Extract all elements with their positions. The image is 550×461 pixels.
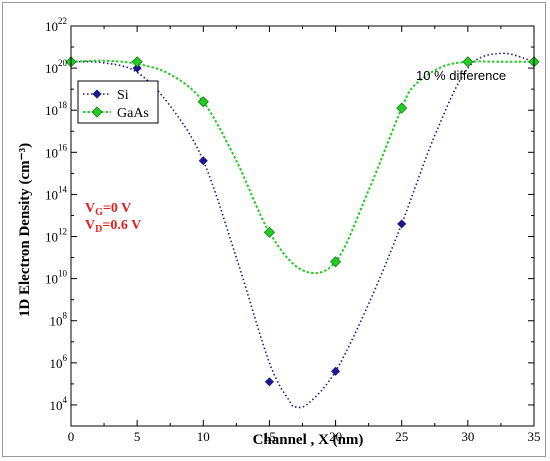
marker-gaas-3 [263,226,275,238]
marker-si-4 [331,366,341,376]
marker-gaas-4 [330,256,342,268]
vd-annotation-rest: =0.6 V [102,218,141,233]
y-tick-base-6: 10 [50,356,63,371]
legend-box [77,80,159,124]
x-axis-title: Channel , X (nm) [253,432,364,448]
y-tick-base-14: 10 [45,187,58,202]
legend-label-gaas: GaAs [117,106,149,121]
x-tick-label-3: 15 [263,429,276,444]
marker-gaas-6 [462,56,474,68]
vg-annotation-rest: =0 V [103,201,131,216]
legend-marker-si [92,89,102,99]
y-tick-label-14: 1014 [45,184,68,202]
y-axis-title: 1D Electron Density (cm⁻³) [17,143,33,317]
y-tick-label-16: 1016 [45,142,68,160]
curve-gaas [70,59,534,275]
y-tick-exponent-16: 16 [58,142,68,152]
fitted-curves [70,52,535,409]
x-tick-label-0: 0 [68,429,75,444]
vd-annotation-sub: D [95,224,102,235]
marker-gaas-5 [396,102,408,114]
y-tick-base-20: 10 [45,61,58,76]
y-tick-base-16: 10 [45,145,58,160]
y-tick-exponent-12: 12 [58,227,67,237]
x-tick-label-5: 25 [395,429,408,444]
y-tick-base-12: 10 [45,230,58,245]
y-tick-label-6: 106 [50,353,68,371]
y-tick-base-8: 10 [50,314,63,329]
legend-marker-gaas [91,106,103,118]
x-tick-label-2: 10 [197,429,210,444]
chart-frame: 0 5 10 15 20 25 30 35 104 106 108 1010 1012 1014 1016 1… [2,2,546,457]
vg-annotation-sub: G [95,207,103,218]
y-tick-base-22: 10 [45,19,58,34]
chart-svg: 0 5 10 15 20 25 30 3510410610810101012101410161… [17,16,541,448]
y-tick-base-4: 10 [50,398,63,413]
legend-label-si: Si [117,88,129,103]
x-tick-label-1: 5 [134,429,141,444]
y-tick-exponent-22: 22 [58,16,67,26]
marker-si-3 [264,377,274,387]
difference-annotation: 10 % difference [416,68,506,83]
y-tick-label-4: 104 [50,395,68,413]
y-tick-exponent-18: 18 [58,100,68,110]
y-tick-label-18: 1018 [45,100,68,118]
x-tick-label-7: 35 [528,429,541,444]
legend: Si GaAs [77,80,159,124]
marker-si-5 [397,219,407,229]
vd-annotation-main: V [85,218,95,233]
y-tick-label-20: 1020 [45,58,68,76]
y-tick-base-18: 10 [45,103,58,118]
y-tick-exponent-14: 14 [58,184,68,194]
curve-si [70,52,535,409]
marker-gaas-1 [131,56,143,68]
x-tick-label-6: 30 [461,429,474,444]
y-tick-exponent-10: 10 [58,269,68,279]
axes: 0 5 10 15 20 25 30 3510410610810101012101410161… [45,16,541,444]
vg-annotation-main: V [85,201,95,216]
y-tick-exponent-20: 20 [58,58,68,68]
y-tick-label-10: 1010 [45,269,68,287]
vg-annotation: VG=0 V [85,201,131,218]
marker-si-2 [198,156,208,166]
y-tick-label-8: 108 [50,311,68,329]
marker-si-1 [132,63,142,73]
y-tick-exponent-4: 4 [63,395,68,405]
y-tick-label-22: 1022 [45,16,67,34]
marker-gaas-2 [197,96,209,108]
y-tick-exponent-6: 6 [63,353,68,363]
x-tick-label-4: 20 [329,429,342,444]
y-tick-exponent-8: 8 [63,311,68,321]
y-tick-base-10: 10 [45,272,58,287]
y-tick-label-12: 1012 [45,227,67,245]
vd-annotation: VD=0.6 V [85,218,141,235]
